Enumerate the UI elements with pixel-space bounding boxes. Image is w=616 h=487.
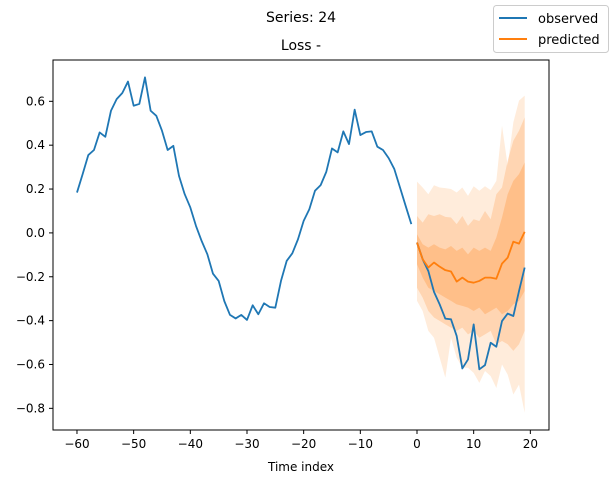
y-tick-label: −0.8 xyxy=(16,401,45,415)
y-tick-label: 0.6 xyxy=(26,94,45,108)
legend: observed predicted xyxy=(493,5,609,53)
x-tick-label: 10 xyxy=(466,437,481,451)
x-tick-label: −50 xyxy=(121,437,146,451)
x-tick-label: −20 xyxy=(291,437,316,451)
prediction-band-0 xyxy=(417,95,525,413)
legend-predicted-label: predicted xyxy=(538,33,600,48)
y-axis: −0.8 −0.6 −0.4 −0.2 0.0 0.2 0.4 0.6 xyxy=(16,94,53,415)
chart-subtitle: Loss - xyxy=(281,38,321,54)
x-tick-label: 20 xyxy=(523,437,538,451)
legend-observed-label: observed xyxy=(538,12,598,27)
y-tick-label: −0.4 xyxy=(16,314,45,328)
y-tick-label: −0.2 xyxy=(16,270,45,284)
x-tick-label: −30 xyxy=(234,437,259,451)
plot-area xyxy=(76,76,526,413)
chart-title: Series: 24 xyxy=(266,10,336,26)
axes-frame xyxy=(52,59,550,431)
y-tick-label: −0.6 xyxy=(16,357,45,371)
observed-line-segment-0 xyxy=(76,76,413,321)
y-tick-label: 0.2 xyxy=(26,182,45,196)
x-tick-label: 0 xyxy=(413,437,421,451)
y-tick-label: 0.4 xyxy=(26,138,45,152)
x-tick-label: −60 xyxy=(64,437,89,451)
x-tick-label: −10 xyxy=(348,437,373,451)
prediction-band-1 xyxy=(417,117,525,351)
observed-line-segment-1 xyxy=(416,242,526,371)
y-tick-label: 0.0 xyxy=(26,226,45,240)
x-axis: −60 −50 −40 −30 −20 −10 0 10 20 xyxy=(64,430,538,451)
predicted-line xyxy=(416,231,526,284)
x-axis-label: Time index xyxy=(267,460,334,474)
x-tick-label: −40 xyxy=(178,437,203,451)
